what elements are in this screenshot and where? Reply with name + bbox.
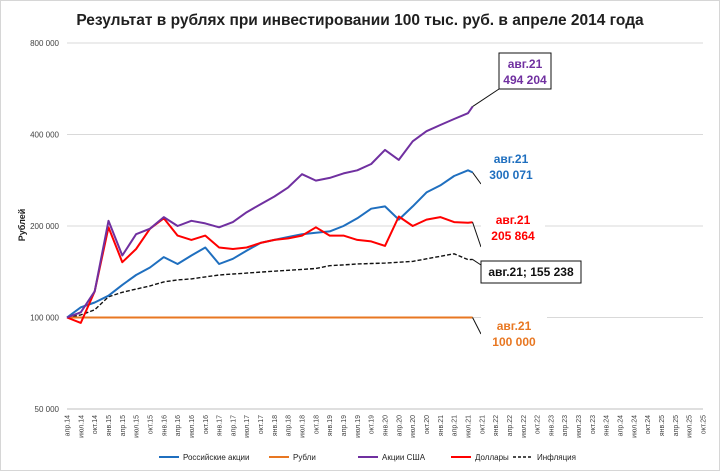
legend-entry: Российские акции: [183, 453, 249, 462]
y-gridlines: [67, 42, 703, 410]
legend-entry: Инфляция: [537, 453, 576, 462]
x-tick-label: янв.18: [272, 415, 279, 436]
x-tick-label: янв.17: [217, 415, 224, 436]
callout-date: авг.21: [497, 319, 532, 333]
callout-box: [481, 315, 547, 353]
y-tick-label: 800 000: [30, 39, 59, 48]
legend: Российские акции Рубли Акции США Доллары Инф…: [159, 453, 576, 462]
x-tick-label: июл.21: [465, 415, 472, 438]
callout-box: [481, 148, 541, 184]
x-tick-label: июл.23: [576, 415, 583, 438]
x-tick-label: янв.19: [327, 415, 334, 436]
callout-date: авг.21: [508, 57, 543, 71]
legend-entry: Рубли: [293, 453, 316, 462]
x-tick-label: окт.25: [701, 415, 708, 434]
x-tick-label: апр.18: [286, 415, 293, 436]
callout-date: авг.21: [494, 152, 529, 166]
x-tick-label: апр.17: [230, 415, 237, 436]
x-tick-label: янв.16: [161, 415, 168, 436]
x-tick-label: апр.15: [120, 415, 127, 436]
x-tick-label: янв.22: [493, 415, 500, 436]
y-tick-label: 100 000: [30, 314, 59, 323]
x-tick-label: апр.20: [396, 415, 403, 436]
callout-date: авг.21: [496, 213, 531, 227]
y-tick-label: 400 000: [30, 131, 59, 140]
x-tick-label: окт.15: [147, 415, 154, 434]
x-tick-label: июл.25: [687, 415, 694, 438]
x-tick-label: июл.24: [631, 415, 638, 438]
x-tick-label: окт.22: [535, 415, 542, 434]
x-tick-label: окт.19: [369, 415, 376, 434]
callout-box: [481, 209, 545, 247]
x-tick-label: апр.22: [507, 415, 514, 436]
x-tick-label: июл.20: [410, 415, 417, 438]
x-tick-label: окт.23: [590, 415, 597, 434]
x-tick-label: окт.21: [479, 415, 486, 434]
series-lines: [66, 106, 474, 324]
x-tick-label: окт.14: [92, 415, 99, 434]
x-tick-label: апр.16: [175, 415, 182, 436]
callout-value: 100 000: [492, 335, 536, 349]
legend-entry: Акции США: [382, 453, 426, 462]
x-tick-label: апр.19: [341, 415, 348, 436]
x-tick-label: июл.14: [78, 415, 85, 438]
callout-value: 300 071: [489, 168, 533, 182]
x-tick-labels: апр.14 июл.14 окт.14 янв.15 апр.15 июл.15 окт.…: [65, 415, 708, 438]
x-tick-label: янв.23: [548, 415, 555, 436]
x-tick-label: окт.20: [424, 415, 431, 434]
callout-value: 205 864: [491, 229, 535, 243]
callout-leader: [472, 222, 482, 248]
callout-leader: [472, 259, 482, 266]
y-tick-label: 50 000: [35, 405, 60, 414]
legend-entry: Доллары: [475, 453, 509, 462]
chart-title: Результат в рублях при инвестировании 10…: [76, 12, 644, 29]
callout-leader: [472, 317, 482, 335]
x-tick-label: июл.15: [134, 415, 141, 438]
x-tick-label: окт.18: [313, 415, 320, 434]
x-tick-label: янв.21: [438, 415, 445, 436]
x-tick-label: апр.23: [562, 415, 569, 436]
series-line: [66, 169, 474, 319]
callout-text: авг.21; 155 238: [488, 265, 574, 279]
x-tick-label: июл.17: [244, 415, 251, 438]
x-tick-label: янв.20: [383, 415, 390, 436]
x-tick-label: янв.15: [106, 415, 113, 436]
y-tick-label: 200 000: [30, 222, 59, 231]
x-tick-label: окт.24: [645, 415, 652, 434]
y-tick-labels: 50 000 100 000 200 000 400 000 800 000: [30, 39, 59, 414]
x-tick-label: янв.24: [604, 415, 611, 436]
series-line: [66, 106, 474, 319]
callout-box: [498, 52, 552, 90]
x-tick-label: июл.19: [355, 415, 362, 438]
series-line: [66, 253, 473, 319]
callout-leader: [472, 172, 482, 185]
x-tick-label: апр.24: [618, 415, 625, 436]
end-value-callouts: авг.21 494 204 авг.21 300 071 авг.21 205 864 а…: [472, 52, 582, 353]
x-tick-label: апр.21: [452, 415, 459, 436]
x-tick-label: июл.16: [189, 415, 196, 438]
x-tick-label: июл.18: [300, 415, 307, 438]
series-line: [66, 215, 473, 324]
y-axis-label: Рублей: [17, 209, 27, 241]
x-tick-label: окт.17: [258, 415, 265, 434]
callout-box: [480, 260, 582, 284]
x-tick-label: июл.22: [521, 415, 528, 438]
x-tick-label: окт.16: [203, 415, 210, 434]
callout-leader: [472, 88, 500, 107]
x-tick-label: апр.25: [673, 415, 680, 436]
callout-value: 494 204: [503, 73, 547, 87]
x-tick-label: апр.14: [65, 415, 72, 436]
x-tick-label: янв.25: [659, 415, 666, 436]
